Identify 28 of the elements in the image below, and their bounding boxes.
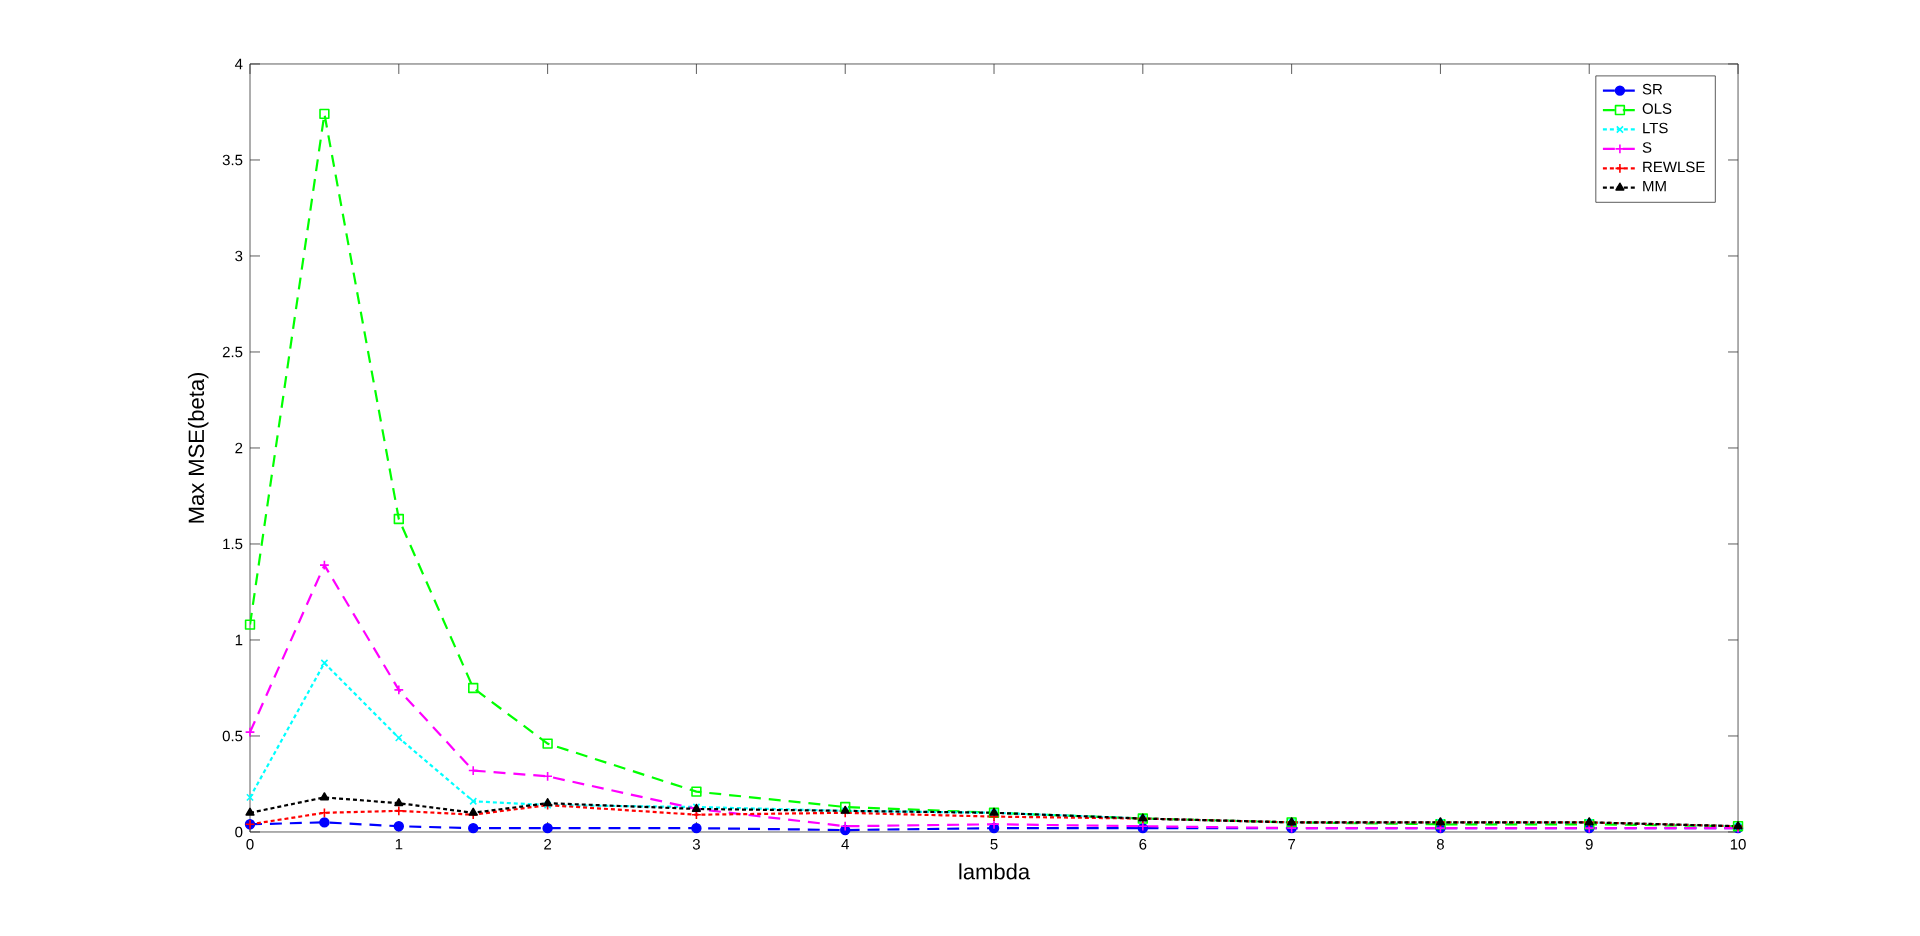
y-tick-label: 3	[235, 250, 243, 262]
x-tick-label: 6	[1139, 839, 1147, 850]
legend-label: OLS	[1642, 103, 1672, 114]
x-tick-label: 9	[1585, 839, 1593, 850]
x-tick-label: 5	[990, 839, 998, 850]
y-tick-label: 4	[234, 58, 243, 70]
y-tick-label: 0	[235, 826, 243, 838]
x-tick-label: 4	[841, 839, 849, 850]
legend-label: S	[1642, 142, 1652, 153]
y-axis-title: Max MSE(beta)	[187, 372, 209, 523]
y-tick-label: 2	[235, 442, 243, 454]
legend-label: REWLSE	[1643, 161, 1705, 173]
y-tick-label: 0.5	[222, 730, 243, 742]
y-tick-label: 3.5	[222, 154, 243, 166]
legend-label: MM	[1643, 181, 1666, 192]
legend-label: LTS	[1643, 122, 1668, 134]
x-tick-label: 3	[692, 839, 700, 850]
x-tick-label: 8	[1436, 839, 1444, 850]
y-tick-label: 1.5	[223, 538, 243, 550]
x-tick-label: 7	[1288, 839, 1296, 850]
x-axis-title: lambda	[959, 863, 1031, 880]
y-tick-label: 2.5	[222, 346, 243, 358]
y-tick-label: 1	[235, 634, 243, 646]
x-tick-label: 10	[1730, 839, 1746, 850]
legend-label: SR	[1642, 83, 1663, 95]
x-tick-label: 1	[395, 839, 403, 850]
x-tick-label: 2	[544, 839, 552, 850]
x-tick-label: 0	[246, 839, 254, 850]
